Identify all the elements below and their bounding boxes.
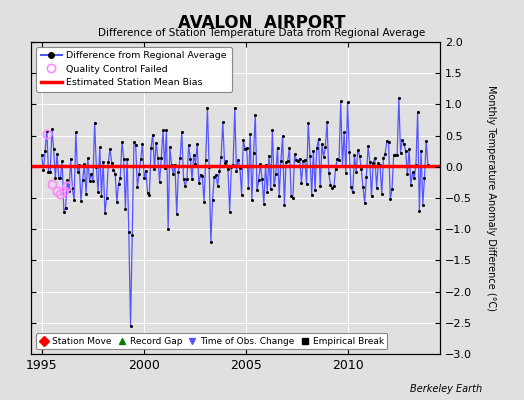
Text: AVALON  AIRPORT: AVALON AIRPORT xyxy=(178,14,346,32)
Text: Difference of Station Temperature Data from Regional Average: Difference of Station Temperature Data f… xyxy=(99,28,425,38)
Y-axis label: Monthly Temperature Anomaly Difference (°C): Monthly Temperature Anomaly Difference (… xyxy=(486,85,496,311)
Legend: Station Move, Record Gap, Time of Obs. Change, Empirical Break: Station Move, Record Gap, Time of Obs. C… xyxy=(36,333,387,350)
Text: Berkeley Earth: Berkeley Earth xyxy=(410,384,482,394)
